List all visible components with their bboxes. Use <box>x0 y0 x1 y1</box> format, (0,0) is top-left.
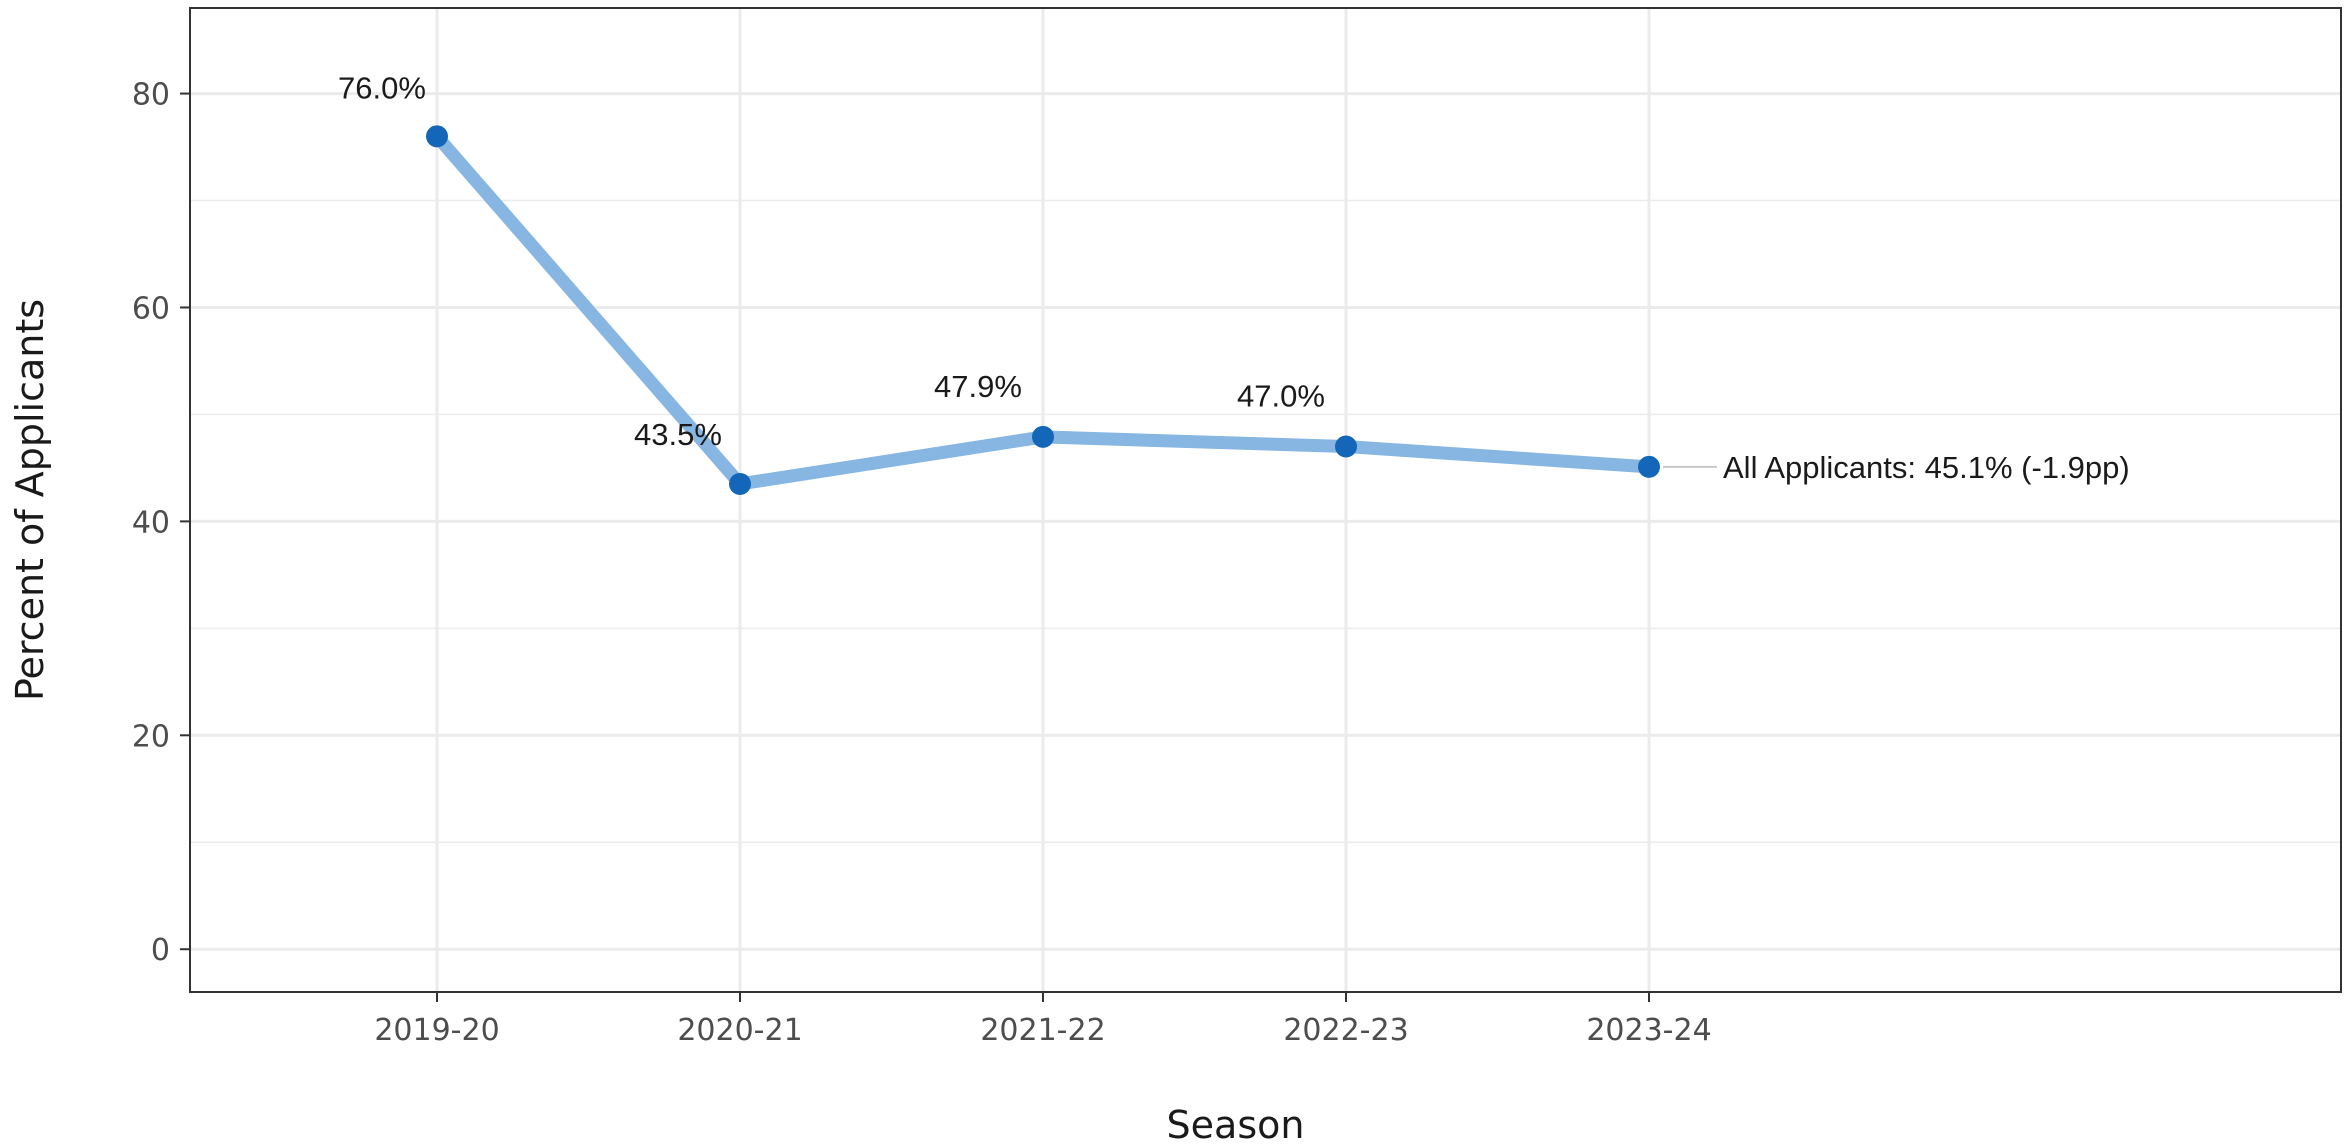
data-label: 47.9% <box>934 369 1022 404</box>
data-label: 47.0% <box>1237 379 1325 414</box>
data-point <box>1032 425 1054 448</box>
grid <box>190 8 2341 992</box>
y-axis-title: Percent of Applicants <box>8 299 52 701</box>
x-tick-label: 2021-22 <box>980 1013 1105 1048</box>
y-tick-label: 0 <box>151 933 170 968</box>
data-label: 76.0% <box>338 70 426 105</box>
axes: 0 20 40 60 80 2019-20 2020-21 2021-22 2022-23 202… <box>132 78 1712 1048</box>
data-label: 43.5% <box>634 417 722 452</box>
x-tick-label: 2022-23 <box>1283 1013 1408 1048</box>
series-layer <box>426 125 1660 495</box>
panel-border <box>189 7 2342 993</box>
data-point <box>426 125 448 148</box>
x-tick-label: 2019-20 <box>374 1013 499 1048</box>
x-tick-label: 2023-24 <box>1586 1013 1711 1048</box>
series-end-label: All Applicants: 45.1% (-1.9pp) <box>1723 450 2130 485</box>
data-labels: 76.0% 43.5% 47.9% 47.0% All Applicants: 45.1… <box>338 70 2130 484</box>
y-tick-label: 20 <box>132 719 170 754</box>
y-tick-label: 80 <box>132 78 170 113</box>
data-point <box>1335 435 1357 458</box>
y-tick-label: 40 <box>132 505 170 540</box>
data-point <box>729 472 751 495</box>
data-point <box>1638 455 1660 478</box>
x-axis-title: Season <box>1167 1103 1305 1147</box>
x-tick-label: 2020-21 <box>677 1013 802 1048</box>
y-tick-label: 60 <box>132 291 170 326</box>
